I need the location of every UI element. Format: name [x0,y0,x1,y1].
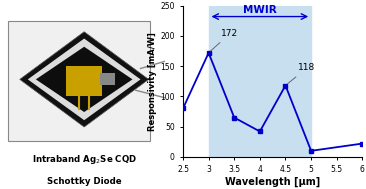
FancyBboxPatch shape [8,21,150,141]
Text: 172: 172 [211,29,239,51]
Polygon shape [36,47,132,112]
FancyBboxPatch shape [67,66,102,96]
X-axis label: Wavelength [μm]: Wavelength [μm] [225,177,320,187]
Polygon shape [28,39,141,120]
Text: Schottky Diode: Schottky Diode [47,177,122,186]
Y-axis label: Responsivity [mA/W]: Responsivity [mA/W] [148,32,157,131]
Text: Intraband Ag$_2$Se CQD: Intraband Ag$_2$Se CQD [31,153,137,166]
Text: MWIR: MWIR [243,5,277,15]
Text: 118: 118 [288,63,315,84]
FancyBboxPatch shape [100,73,115,85]
Bar [209,6,311,157]
Polygon shape [20,32,149,127]
